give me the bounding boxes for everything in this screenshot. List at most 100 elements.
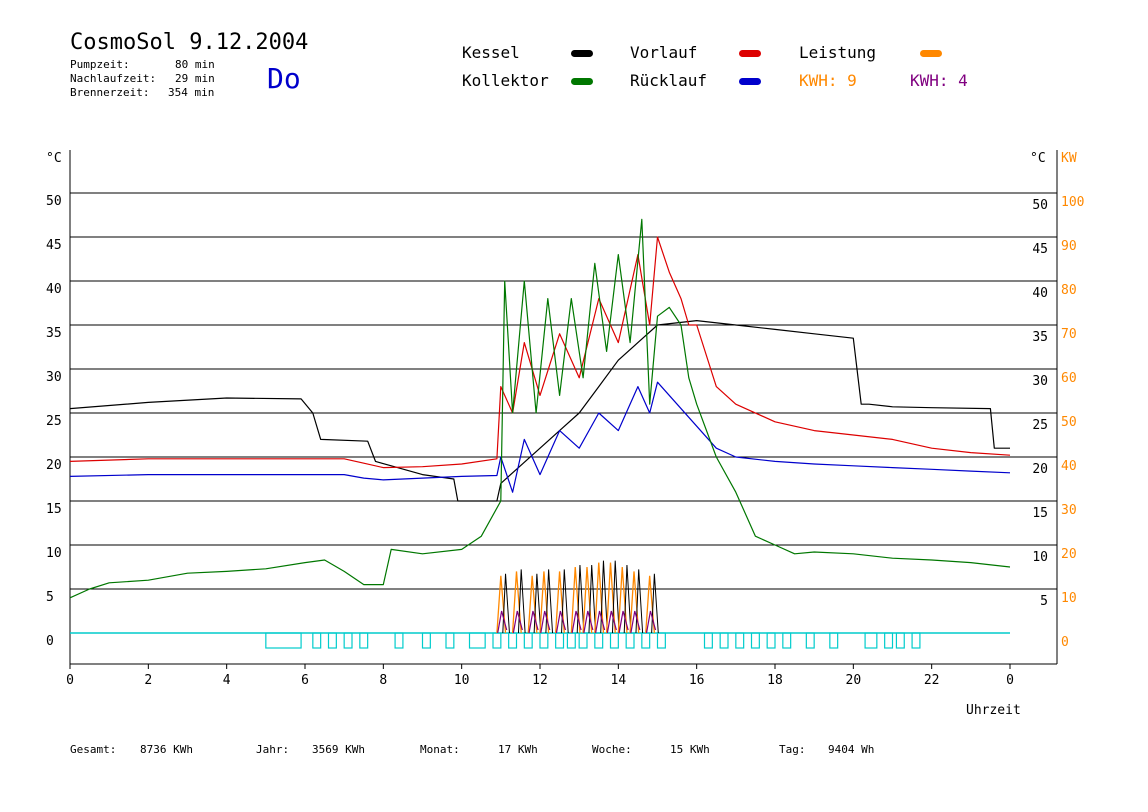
y-tick-left-30: 30 — [46, 370, 62, 385]
footer-jahr-label: Jahr: — [256, 743, 290, 756]
pump-segment-18 — [625, 632, 635, 649]
y-axis-kw-unit: KW — [1061, 151, 1077, 166]
pump-segment-9 — [492, 632, 502, 649]
leistung-purple-8 — [606, 610, 617, 634]
stat-label-brennerzeit: Brennerzeit: — [70, 86, 150, 99]
y-tick-right-35: 35 — [1032, 330, 1048, 345]
pump-segment-19 — [641, 632, 651, 649]
pump-segment-1 — [312, 632, 322, 649]
kw-tick-40: 40 — [1061, 459, 1077, 474]
y-tick-left-20: 20 — [46, 458, 62, 473]
leistung-purple-11 — [645, 610, 657, 634]
kw-tick-60: 60 — [1061, 371, 1077, 386]
day-of-week: Do — [267, 62, 301, 95]
pump-segment-20 — [656, 632, 666, 649]
leistung-purple-9 — [618, 610, 629, 634]
pump-segment-27 — [805, 632, 815, 649]
x-tick-label-10: 20 — [846, 673, 862, 688]
stat-value-nachlaufzeit: 29 min — [175, 72, 215, 85]
y-tick-right-5: 5 — [1040, 594, 1048, 609]
legend-kollektor-swatch — [571, 78, 593, 85]
leistung-dark-peak-5 — [576, 564, 585, 634]
pump-segment-7 — [445, 632, 455, 649]
pump-segment-24 — [750, 632, 760, 649]
leistung-dark-peak-10 — [635, 569, 644, 634]
stat-value-brennerzeit: 354 min — [168, 86, 215, 99]
footer-jahr-value: 3569 KWh — [312, 743, 365, 756]
pump-segment-26 — [782, 632, 792, 649]
leistung-purple-5 — [571, 610, 582, 634]
leistung-purple-10 — [630, 610, 641, 634]
leistung-purple-6 — [583, 610, 594, 634]
legend-leistung-swatch — [920, 50, 942, 57]
pump-segment-13 — [555, 632, 565, 649]
y-tick-left-25: 25 — [46, 414, 62, 429]
x-tick-label-5: 10 — [454, 673, 470, 688]
y-tick-right-45: 45 — [1032, 242, 1048, 257]
legend-ruecklauf-label: Rücklauf — [630, 71, 708, 90]
pump-segment-28 — [829, 632, 839, 649]
y-axis-right-unit: °C — [1030, 151, 1046, 166]
legend-leistung-label: Leistung — [799, 43, 877, 62]
leistung-dark-peak-6 — [588, 564, 597, 634]
pump-segment-25 — [766, 632, 776, 649]
y-tick-right-50: 50 — [1032, 198, 1048, 213]
legend-kessel-label: Kessel — [462, 43, 520, 62]
footer-woche-label: Woche: — [592, 743, 632, 756]
pump-segment-6 — [421, 632, 431, 649]
pump-segment-31 — [895, 632, 905, 649]
x-tick-label-6: 12 — [532, 673, 548, 688]
stat-label-pumpzeit: Pumpzeit: — [70, 58, 130, 71]
pump-segment-12 — [539, 632, 549, 649]
leistung-purple-3 — [540, 610, 551, 634]
kw-tick-100: 100 — [1061, 195, 1084, 210]
y-tick-left-45: 45 — [46, 238, 62, 253]
y-tick-left-40: 40 — [46, 282, 62, 297]
y-tick-right-15: 15 — [1032, 506, 1048, 521]
leistung-purple-1 — [512, 610, 523, 634]
pump-segment-2 — [327, 632, 337, 649]
x-tick-label-1: 2 — [144, 673, 152, 688]
leistung-dark-peak-11 — [651, 573, 659, 634]
x-tick-label-7: 14 — [611, 673, 627, 688]
y-tick-left-5: 5 — [46, 590, 54, 605]
pump-segment-5 — [394, 632, 404, 649]
legend-kollektor-label: Kollektor — [462, 71, 549, 90]
x-axis-label: Uhrzeit — [966, 703, 1021, 718]
x-tick-label-0: 0 — [66, 673, 74, 688]
series-layer — [69, 218, 1011, 599]
kw-tick-50: 50 — [1061, 415, 1077, 430]
x-tick-label-3: 6 — [301, 673, 309, 688]
series-line-kollektor — [69, 218, 1011, 599]
axis-layer: 0510152025303540455051015202530354045500… — [46, 150, 1084, 688]
kw-tick-0: 0 — [1061, 635, 1069, 650]
series-line-vorlauf — [69, 236, 1011, 469]
pump-segment-8 — [468, 632, 486, 649]
leistung-dark-peak-7 — [600, 560, 608, 634]
pump-segment-23 — [735, 632, 745, 649]
kw-tick-70: 70 — [1061, 327, 1077, 342]
kw-tick-90: 90 — [1061, 239, 1077, 254]
leistung-dark-peak-1 — [517, 569, 526, 634]
leistung-purple-4 — [555, 610, 567, 634]
y-tick-right-25: 25 — [1032, 418, 1048, 433]
legend-vorlauf-label: Vorlauf — [630, 43, 698, 62]
pump-segment-29 — [864, 632, 878, 649]
kw-tick-10: 10 — [1061, 591, 1077, 606]
pump-segment-22 — [719, 632, 729, 649]
y-tick-left-15: 15 — [46, 502, 62, 517]
chart-title: CosmoSol 9.12.2004 — [70, 30, 309, 55]
footer-tag-value: 9404 Wh — [828, 743, 875, 756]
pump-segment-17 — [609, 632, 619, 649]
pump-segment-0 — [265, 632, 302, 649]
y-tick-right-30: 30 — [1032, 374, 1048, 389]
footer-monat-value: 17 KWh — [498, 743, 538, 756]
y-tick-left-10: 10 — [46, 546, 62, 561]
y-tick-left-0: 0 — [46, 634, 54, 649]
pump-segment-11 — [523, 632, 533, 649]
pump-segment-30 — [884, 632, 894, 649]
footer-woche-value: 15 KWh — [670, 743, 710, 756]
grid-layer — [70, 192, 1057, 590]
x-tick-label-9: 18 — [767, 673, 783, 688]
